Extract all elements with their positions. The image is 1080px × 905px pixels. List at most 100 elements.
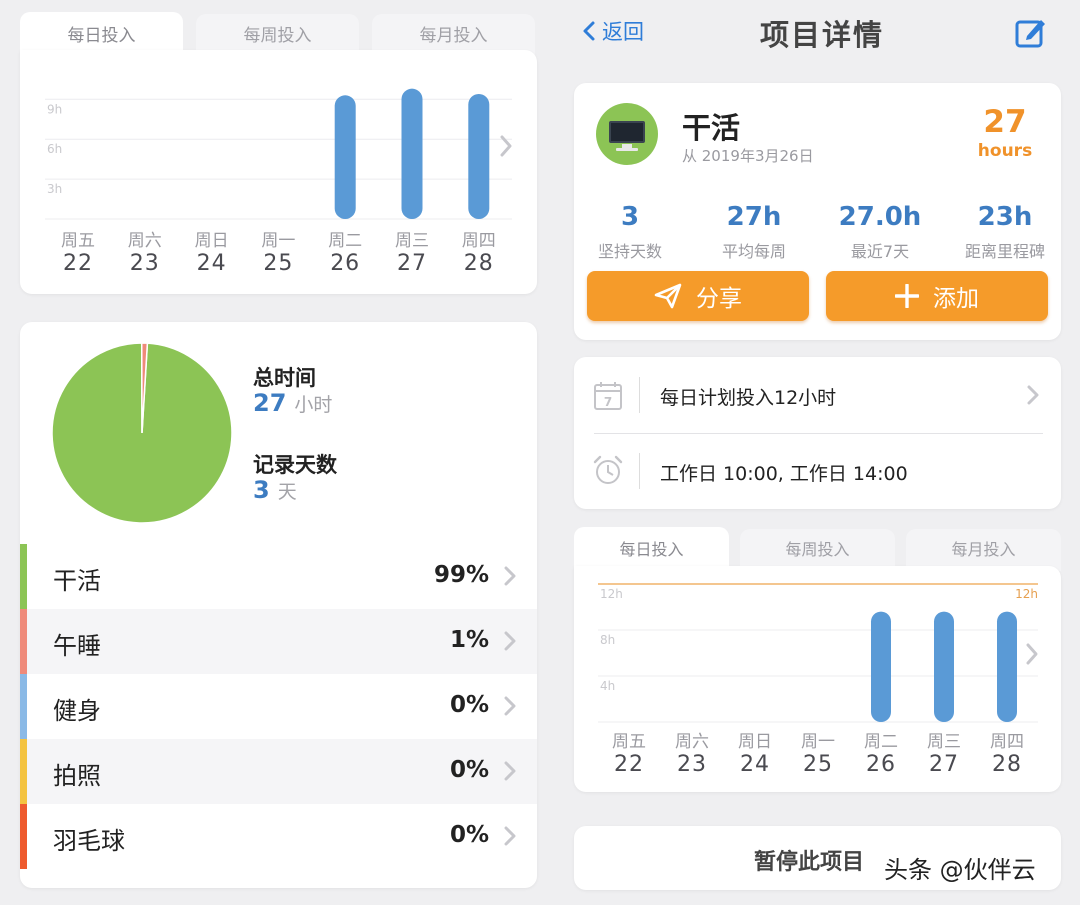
plan-card: 7 每日计划投入12小时 工作日 10:00, 工作日 14:00 — [574, 357, 1061, 509]
day-number-label: 27 — [397, 251, 427, 276]
right-chart-tab-weekly[interactable]: 每周投入 — [740, 529, 895, 571]
add-label: 添加 — [933, 286, 979, 312]
day-number-label: 22 — [614, 752, 644, 777]
chevron-right-icon — [504, 631, 516, 651]
weekday-label: 周一 — [261, 231, 295, 251]
category-row[interactable]: 午睡 1% — [20, 609, 537, 674]
chevron-right-icon — [504, 826, 516, 846]
category-color-indicator — [20, 609, 27, 674]
category-percent: 0% — [449, 692, 489, 718]
category-percent: 0% — [449, 757, 489, 783]
kpi-streak-days-value: 3 — [620, 202, 640, 232]
day-number-label: 25 — [263, 251, 293, 276]
daily-plan-row[interactable]: 7 每日计划投入12小时 — [574, 357, 1061, 433]
day-number-label: 23 — [677, 752, 707, 777]
total-time-label: 总时间 — [253, 366, 316, 390]
weekday-label: 周二 — [864, 732, 898, 752]
total-time-value: 27 小时 — [253, 389, 333, 417]
record-days-label: 记录天数 — [253, 453, 337, 477]
project-overview-card: 干活 从 2019年3月26日 27 hours 3 坚持天数 27h 平均每周… — [574, 83, 1061, 340]
y-tick-label: 9h — [47, 102, 62, 116]
category-color-indicator — [20, 804, 27, 869]
bar-26[interactable] — [334, 95, 356, 219]
kpi-last-7-days-label: 最近7天 — [850, 242, 910, 261]
kpi-milestone-value: 23h — [977, 202, 1033, 232]
project-hours-unit: hours — [977, 141, 1033, 161]
category-color-indicator — [20, 739, 27, 804]
kpi-milestone-label: 距离里程碑 — [964, 242, 1045, 261]
y-tick-label: 4h — [600, 679, 615, 693]
chevron-left-icon — [583, 21, 595, 41]
category-percent: 1% — [449, 627, 489, 653]
daily-plan-text: 每日计划投入12小时 — [660, 387, 837, 409]
right-daily-chart-card: 4h 8h 12h 12h 周五 22 周六 23 周日 24 周一 25 周二 26 周三 27 周四 28 — [574, 566, 1061, 792]
category-name: 拍照 — [53, 762, 101, 790]
calendar-icon: 7 — [594, 382, 622, 410]
bar-27[interactable] — [934, 611, 954, 722]
day-number-label: 23 — [130, 251, 160, 276]
pie-slice-1 — [140, 343, 149, 434]
pause-project-label: 暂停此项目 — [754, 850, 865, 875]
chevron-right-icon — [504, 696, 516, 716]
row-divider — [639, 377, 640, 413]
pause-project-button[interactable]: 暂停此项目 — [574, 826, 1061, 890]
category-pie-chart — [52, 343, 232, 523]
day-number-label: 24 — [740, 752, 770, 777]
day-number-label: 24 — [197, 251, 227, 276]
right-chart-tab-monthly[interactable]: 每月投入 — [906, 529, 1061, 571]
reminder-text: 工作日 10:00, 工作日 14:00 — [660, 463, 908, 485]
category-percent: 0% — [449, 822, 489, 848]
chevron-right-icon[interactable] — [1026, 643, 1038, 665]
alarm-clock-icon — [593, 455, 623, 484]
bar-28[interactable] — [468, 93, 490, 219]
share-button[interactable]: 分享 — [587, 271, 809, 321]
project-start-date: 从 2019年3月26日 — [682, 147, 814, 165]
kpi-weekly-avg-value: 27h — [726, 202, 782, 232]
chevron-right-icon — [504, 761, 516, 781]
y-tick-label: 3h — [47, 182, 62, 196]
kpi-weekly-avg-label: 平均每周 — [721, 242, 786, 261]
target-label: 12h — [1015, 587, 1038, 601]
kpi-last-7-days-value: 27.0h — [838, 202, 922, 232]
back-button[interactable]: 返回 — [582, 16, 644, 46]
chevron-right-icon — [504, 566, 516, 586]
weekday-label: 周一 — [801, 732, 835, 752]
bar-28[interactable] — [997, 611, 1017, 722]
chevron-right-icon — [1027, 385, 1039, 405]
total-time-unit: 小时 — [294, 394, 333, 416]
edit-icon[interactable] — [1015, 16, 1047, 48]
day-number-label: 25 — [803, 752, 833, 777]
y-tick-label: 8h — [600, 633, 615, 647]
category-name: 午睡 — [53, 632, 101, 660]
day-number-label: 28 — [464, 251, 494, 276]
calendar-day-number: 7 — [604, 395, 612, 409]
category-color-indicator — [20, 544, 27, 609]
watermark: 头条 @伙伴云 — [884, 856, 1036, 884]
weekday-label: 周三 — [395, 231, 429, 251]
weekday-label: 周六 — [675, 732, 709, 752]
category-name: 健身 — [53, 697, 101, 725]
monitor-icon — [596, 103, 658, 165]
add-button[interactable]: 添加 — [826, 271, 1048, 321]
chevron-right-icon[interactable] — [500, 135, 512, 157]
plus-icon — [895, 284, 919, 308]
category-row[interactable]: 干活 99% — [20, 544, 537, 609]
bar-27[interactable] — [401, 88, 423, 219]
category-row[interactable]: 健身 0% — [20, 674, 537, 739]
category-color-indicator — [20, 674, 27, 739]
record-days-unit: 天 — [277, 481, 297, 503]
day-number-label: 22 — [63, 251, 93, 276]
weekday-label: 周四 — [462, 231, 496, 251]
category-row[interactable]: 羽毛球 0% — [20, 804, 537, 869]
reminder-row[interactable]: 工作日 10:00, 工作日 14:00 — [574, 434, 1061, 509]
left-daily-chart-card: 3h 6h 9h 周五 22 周六 23 周日 24 周一 25 周二 26 周三 27 周四 28 — [20, 50, 537, 294]
category-percent: 99% — [433, 562, 489, 588]
bar-26[interactable] — [871, 611, 891, 722]
category-name: 羽毛球 — [53, 827, 125, 855]
plan-divider — [594, 433, 1043, 434]
category-row[interactable]: 拍照 0% — [20, 739, 537, 804]
weekday-label: 周六 — [128, 231, 162, 251]
